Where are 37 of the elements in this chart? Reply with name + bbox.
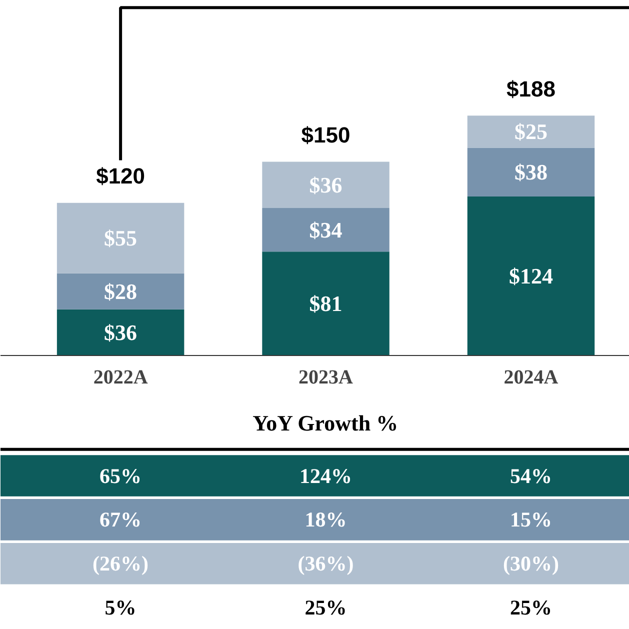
text: 25% [510,596,552,620]
text: 15% [510,508,552,532]
text: 18% [304,508,347,532]
bar [262,208,390,252]
text: YoY Growth % [252,410,398,436]
data-label: $28 [104,278,138,304]
bar [262,252,390,356]
text: 65% [100,464,142,488]
text: (30%) [503,552,559,576]
data-label: $55 [104,226,138,251]
text: 5% [104,596,136,620]
data-label: $34 [309,217,342,242]
total-label: $120 [96,164,146,189]
data-label: $25 [514,119,548,144]
bar [262,162,390,208]
total-label: $188 [506,76,556,102]
bar [56,202,184,274]
x-tick-label: 2023A [298,366,354,388]
text: (26%) [92,552,149,576]
bar [467,116,595,148]
bar [467,196,595,356]
text: 124% [300,464,352,488]
text: (36%) [298,552,354,576]
data-label: $38 [514,160,548,185]
total-label: $150 [301,122,350,148]
x-tick-label: 2024A [504,366,559,388]
data-label: $81 [309,291,342,316]
bar [467,148,595,196]
x-tick-label: 2022A [93,366,148,388]
text: 54% [510,464,552,488]
text: 25% [304,596,347,620]
data-label: $36 [104,320,138,345]
data-label: $124 [508,263,553,288]
text: 67% [100,508,142,532]
bar [56,273,184,310]
data-label: $36 [309,172,342,198]
bar [56,309,184,356]
